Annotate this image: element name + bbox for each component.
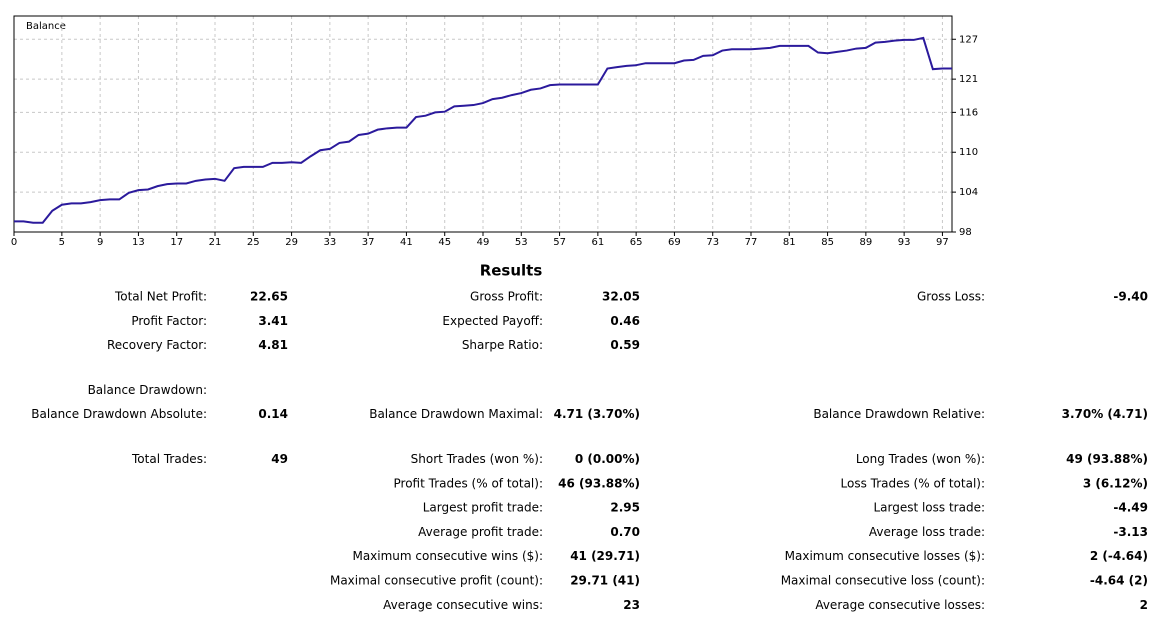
result-label: Balance Drawdown Relative: (813, 407, 985, 421)
x-tick-label: 5 (59, 237, 65, 248)
result-label: Average profit trade: (418, 525, 543, 539)
result-value: 2 (1140, 598, 1148, 612)
x-tick-label: 29 (285, 237, 298, 248)
x-tick-label: 21 (209, 237, 222, 248)
y-tick-label: 121 (959, 74, 978, 85)
result-value: 0.46 (610, 314, 640, 328)
result-label: Balance Drawdown: (88, 383, 207, 397)
result-value: 41 (29.71) (570, 549, 640, 563)
result-label: Average consecutive wins: (383, 598, 543, 612)
x-tick-label: 17 (170, 237, 183, 248)
result-value: 3.70% (4.71) (1062, 407, 1148, 421)
result-value: -4.64 (2) (1090, 574, 1148, 588)
result-value: 3.41 (258, 314, 288, 328)
x-tick-label: 85 (821, 237, 834, 248)
result-value: -9.40 (1113, 290, 1148, 304)
x-tick-label: 69 (668, 237, 681, 248)
result-label: Recovery Factor: (107, 338, 207, 352)
result-value: 49 (271, 452, 288, 466)
x-tick-label: 9 (97, 237, 103, 248)
result-value: 4.71 (3.70%) (554, 407, 640, 421)
x-tick-label: 93 (898, 237, 911, 248)
result-label: Average consecutive losses: (815, 598, 985, 612)
result-label: Short Trades (won %): (411, 452, 543, 466)
x-tick-label: 81 (783, 237, 796, 248)
x-tick-label: 97 (936, 237, 949, 248)
x-tick-label: 45 (438, 237, 451, 248)
result-label: Maximal consecutive loss (count): (781, 574, 985, 588)
result-value: 49 (93.88%) (1066, 452, 1148, 466)
balance-line (14, 36, 952, 224)
x-tick-label: 37 (362, 237, 375, 248)
result-value: 29.71 (41) (570, 574, 640, 588)
result-value: 46 (93.88%) (558, 476, 640, 490)
result-label: Total Trades: (131, 452, 207, 466)
plot-frame (13, 15, 953, 233)
result-label: Largest loss trade: (873, 501, 985, 515)
x-tick-label: 49 (477, 237, 490, 248)
result-value: 22.65 (250, 290, 288, 304)
x-tick-label: 41 (400, 237, 413, 248)
x-tick-label: 57 (553, 237, 566, 248)
result-label: Maximum consecutive losses ($): (785, 549, 985, 563)
result-value: 0.59 (610, 338, 640, 352)
result-value: 0.14 (258, 407, 288, 421)
y-tick-label: 104 (959, 187, 978, 198)
result-value: -4.49 (1113, 501, 1148, 515)
result-label: Total Net Profit: (114, 290, 207, 304)
result-label: Average loss trade: (869, 525, 985, 539)
results-title: Results (480, 262, 543, 280)
result-value: 2 (-4.64) (1090, 549, 1148, 563)
x-tick-label: 25 (247, 237, 260, 248)
result-label: Balance Drawdown Maximal: (369, 407, 543, 421)
result-label: Gross Loss: (917, 290, 985, 304)
result-value: -3.13 (1113, 525, 1148, 539)
result-label: Gross Profit: (470, 290, 543, 304)
x-tick-label: 33 (323, 237, 336, 248)
result-label: Sharpe Ratio: (462, 338, 543, 352)
result-value: 2.95 (610, 501, 640, 515)
result-label: Profit Trades (% of total): (394, 476, 543, 490)
result-value: 0.70 (610, 525, 640, 539)
x-tick-label: 61 (591, 237, 604, 248)
result-label: Balance Drawdown Absolute: (31, 407, 207, 421)
result-value: 0 (0.00%) (575, 452, 640, 466)
y-tick-label: 98 (959, 227, 972, 238)
chart-title: Balance (26, 21, 66, 32)
x-tick-label: 0 (11, 237, 17, 248)
result-value: 23 (623, 598, 640, 612)
y-tick-label: 127 (959, 34, 978, 45)
result-label: Maximum consecutive wins ($): (352, 549, 543, 563)
result-label: Loss Trades (% of total): (841, 476, 986, 490)
result-value: 4.81 (258, 338, 288, 352)
y-tick-label: 110 (959, 147, 978, 158)
result-label: Largest profit trade: (423, 501, 543, 515)
result-label: Long Trades (won %): (856, 452, 985, 466)
result-label: Maximal consecutive profit (count): (330, 574, 543, 588)
x-tick-label: 53 (515, 237, 528, 248)
y-tick-label: 116 (959, 107, 978, 118)
x-tick-label: 73 (706, 237, 719, 248)
result-label: Profit Factor: (131, 314, 207, 328)
x-tick-label: 13 (132, 237, 145, 248)
result-label: Expected Payoff: (442, 314, 543, 328)
x-tick-label: 65 (630, 237, 643, 248)
x-tick-label: 77 (745, 237, 758, 248)
result-value: 3 (6.12%) (1083, 476, 1148, 490)
result-value: 32.05 (602, 290, 640, 304)
x-tick-label: 89 (859, 237, 872, 248)
